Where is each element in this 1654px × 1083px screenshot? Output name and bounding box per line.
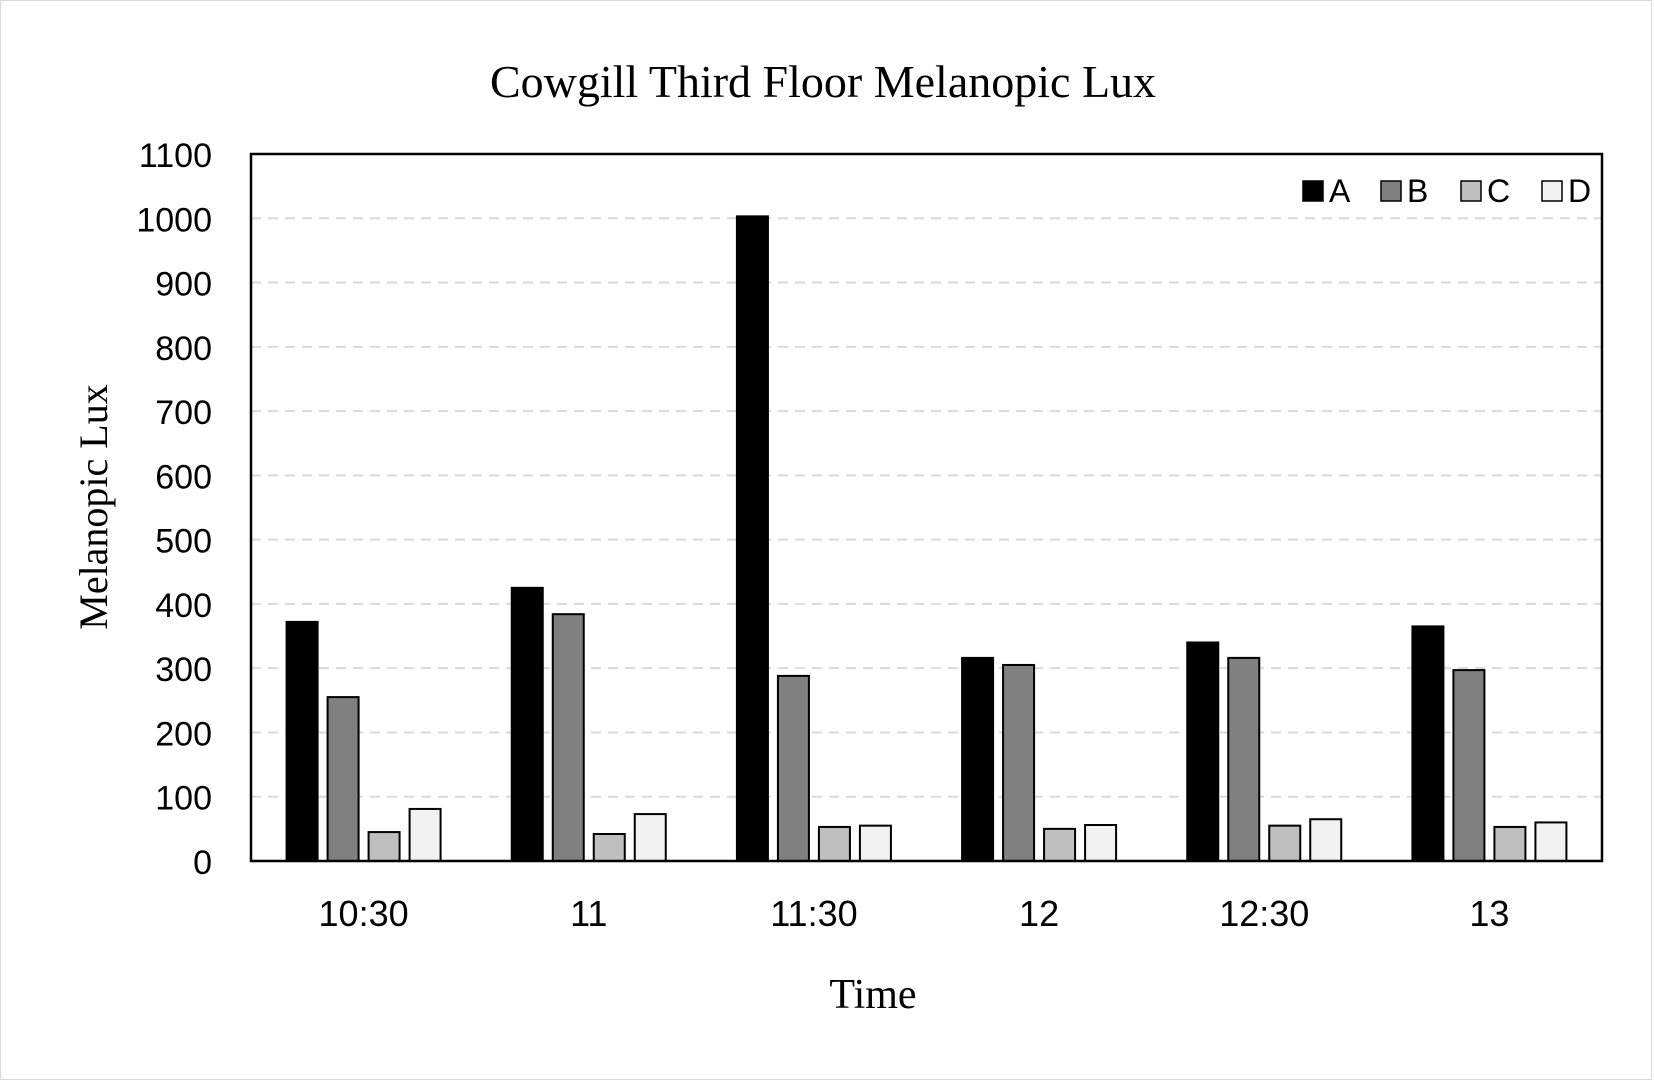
y-tick-label: 300: [155, 651, 212, 689]
bar-d-4: [1309, 818, 1343, 862]
bar-a-1: [510, 586, 544, 862]
bar-c-5: [1493, 825, 1527, 862]
bar-b-3: [1002, 663, 1036, 863]
x-tick-label: 11:30: [770, 893, 857, 934]
bar-c-4: [1268, 824, 1302, 863]
y-tick-label: 900: [155, 266, 212, 304]
y-tick-label: 500: [155, 523, 212, 561]
bar-c-2: [817, 825, 851, 862]
chart-title: Cowgill Third Floor Melanopic Lux: [490, 56, 1156, 107]
x-tick-label: 11: [570, 893, 607, 934]
y-tick-label: 600: [155, 458, 212, 496]
legend: A B C D: [1302, 173, 1591, 209]
y-axis-label: Melanopic Lux: [71, 384, 116, 630]
gridlines: [251, 217, 1602, 798]
legend-swatch: [1460, 180, 1482, 202]
y-tick-label: 400: [155, 587, 212, 625]
bar-c-3: [1043, 827, 1077, 863]
bar-d-5: [1534, 821, 1568, 862]
legend-label: A: [1329, 173, 1351, 209]
x-tick-label: 12: [1019, 893, 1059, 934]
legend-swatch: [1380, 180, 1402, 202]
legend-label: C: [1487, 173, 1510, 209]
bar-d-1: [633, 813, 667, 863]
y-tick-label: 700: [155, 394, 212, 432]
y-tick-labels: 0 100 200 300 400 500 600 700 800 900 1000 1100: [136, 137, 212, 882]
plot-area-border: [249, 152, 1604, 863]
legend-item-b: B: [1380, 173, 1428, 209]
bar-a-0: [285, 620, 319, 862]
legend-swatch: [1302, 180, 1324, 202]
x-tick-label: 12:30: [1219, 893, 1309, 934]
legend-label: D: [1568, 173, 1591, 209]
y-tick-label: 0: [193, 844, 212, 882]
y-tick-label: 1000: [136, 201, 212, 239]
y-tick-label: 100: [155, 780, 212, 818]
bar-a-3: [961, 656, 995, 863]
bars: [285, 215, 1568, 863]
legend-item-a: A: [1302, 173, 1351, 209]
bar-b-0: [326, 696, 360, 863]
bar-d-0: [408, 807, 442, 862]
x-tick-label: 13: [1469, 893, 1509, 934]
legend-item-d: D: [1541, 173, 1591, 209]
bar-a-5: [1411, 625, 1445, 862]
bar-a-4: [1186, 641, 1220, 862]
bar-b-2: [776, 674, 810, 862]
bar-c-0: [367, 831, 401, 862]
legend-swatch: [1541, 180, 1563, 202]
x-axis-label: Time: [829, 972, 916, 1018]
y-tick-label: 200: [155, 715, 212, 753]
bar-b-1: [551, 613, 585, 863]
bar-b-4: [1227, 656, 1261, 863]
y-tick-label: 1100: [139, 137, 212, 175]
bar-d-3: [1084, 824, 1118, 862]
bar-d-2: [858, 824, 892, 863]
legend-label: B: [1407, 173, 1428, 209]
bar-c-1: [592, 833, 626, 862]
bar-b-5: [1452, 669, 1486, 862]
legend-item-c: C: [1460, 173, 1510, 209]
bar-a-2: [735, 215, 769, 862]
y-tick-label: 800: [155, 330, 212, 368]
x-tick-label: 10:30: [319, 893, 409, 934]
x-tick-labels: 10:30 11 11:30 12 12:30 13: [319, 893, 1510, 934]
